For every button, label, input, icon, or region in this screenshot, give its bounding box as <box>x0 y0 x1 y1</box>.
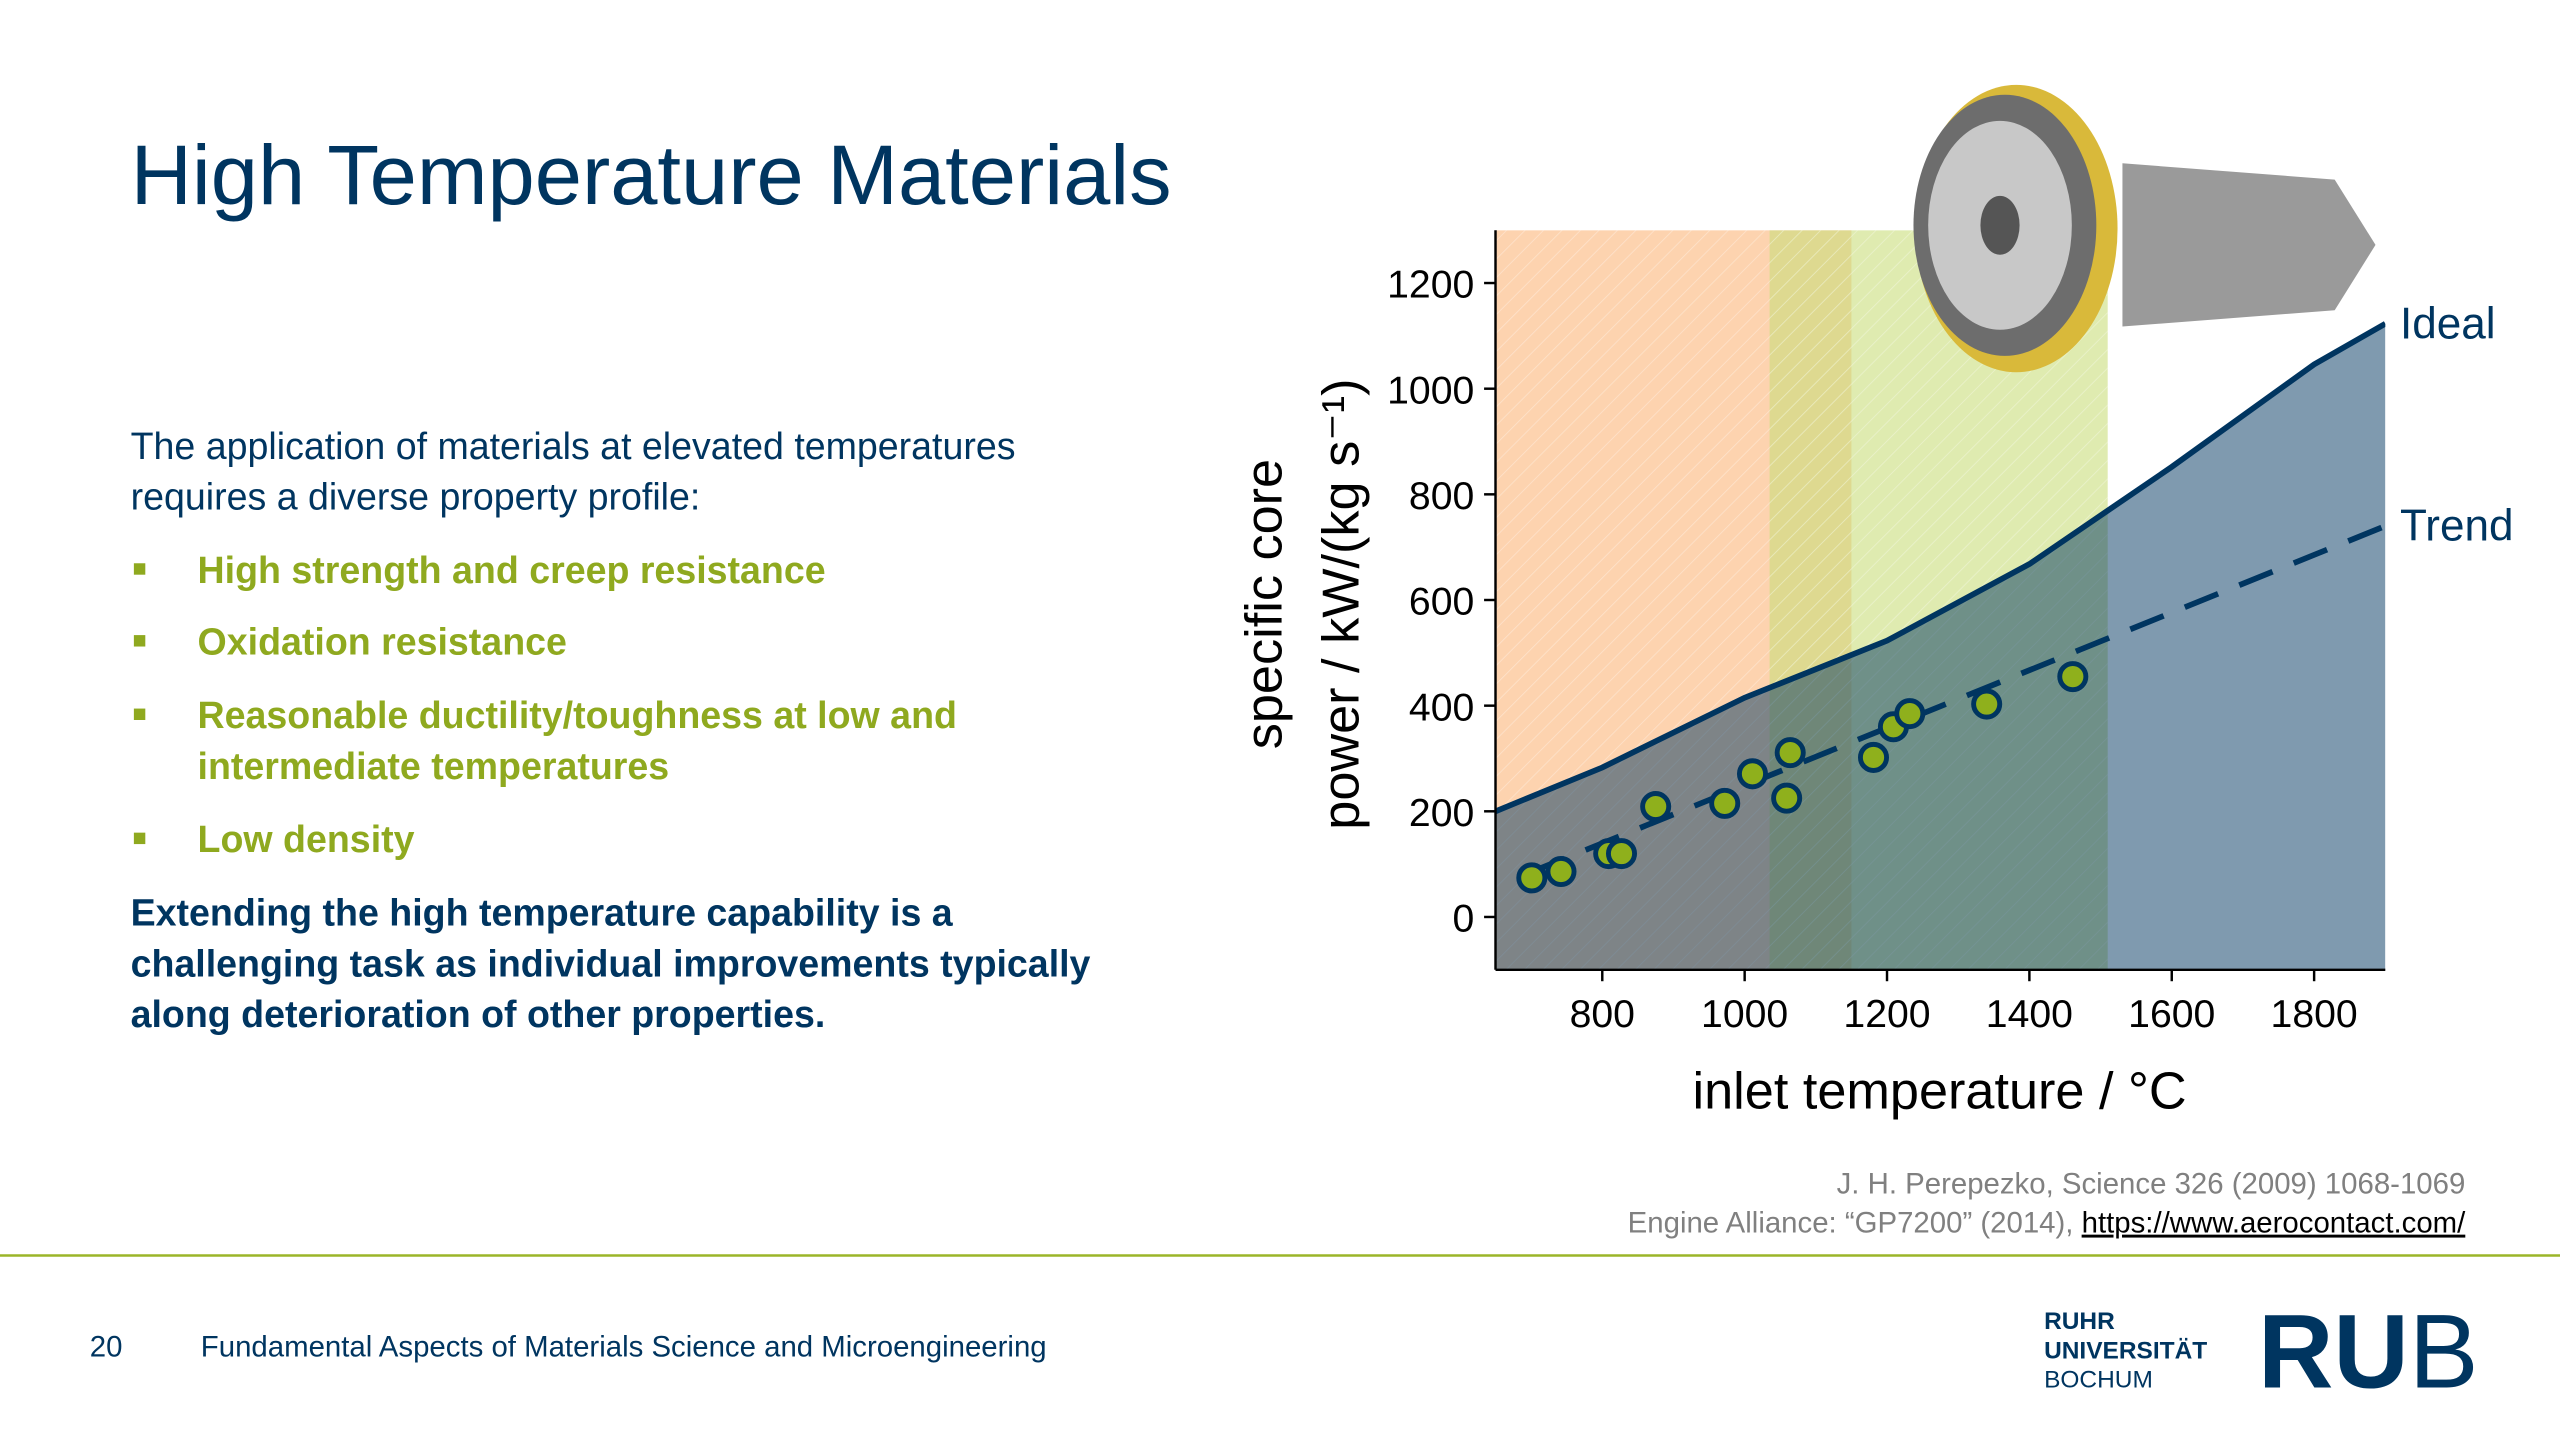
x-tick-label: 1800 <box>2271 993 2358 1036</box>
engine-illustration <box>1913 84 2376 373</box>
x-tick-label: 800 <box>1570 993 1635 1036</box>
x-tick-label: 1400 <box>1986 993 2073 1036</box>
x-tick-label: 1000 <box>1701 993 1788 1036</box>
data-point <box>1894 698 1926 730</box>
logo-text: BOCHUM <box>2044 1367 2153 1394</box>
series-label: Trend <box>2400 502 2514 551</box>
bullet-text: Reasonable ductility/toughness at low an… <box>198 694 957 736</box>
citation: Engine Alliance: “GP7200” (2014), <box>1628 1207 2082 1240</box>
bullet-text: Low density <box>198 818 415 860</box>
page-number: 20 <box>90 1331 123 1364</box>
x-axis-label: inlet temperature / °C <box>1693 1063 2187 1121</box>
data-point <box>1605 838 1638 870</box>
bullet-text: intermediate temperatures <box>198 745 670 787</box>
y-axis-label: power / kW/(kg s⁻¹) <box>1312 378 1370 829</box>
data-point <box>1545 856 1577 888</box>
bullet-text: Oxidation resistance <box>198 621 567 663</box>
logo-text: UNIVERSITÄT <box>2044 1337 2207 1364</box>
conclusion-line: along deterioration of other properties. <box>131 993 826 1035</box>
conclusion-line: Extending the high temperature capabilit… <box>131 892 954 934</box>
curve <box>1495 321 2386 814</box>
series-label: Ideal <box>2400 299 2496 348</box>
bullet-marker <box>133 708 146 720</box>
slide-title: High Temperature Materials <box>131 127 1172 222</box>
bullet-marker <box>133 832 146 845</box>
y-tick-label: 1200 <box>1387 264 1474 307</box>
data-point <box>1736 758 1768 790</box>
logo-mark: B <box>2409 1294 2479 1411</box>
conclusion-line: challenging task as individual improveme… <box>131 942 1091 984</box>
citation-link[interactable]: https://www.aerocontact.com/ <box>2082 1207 2467 1240</box>
data-point <box>1516 862 1548 894</box>
data-point <box>1640 791 1672 823</box>
intro-line: The application of materials at elevated… <box>131 425 1016 467</box>
intro-line: requires a diverse property profile: <box>131 475 701 517</box>
bullet-marker <box>133 563 146 575</box>
y-tick-label: 800 <box>1409 475 1474 518</box>
x-tick-label: 1200 <box>1843 993 1930 1036</box>
bullet-marker <box>133 635 146 647</box>
bullet-text: High strength and creep resistance <box>198 549 826 591</box>
logo-text: RUHR <box>2044 1308 2115 1335</box>
chart: Ideal Trend 0 200 400 600 800 1000 1200 800 1000 12… <box>1236 230 2514 1121</box>
y-tick-label: 1000 <box>1387 369 1474 412</box>
y-tick-label: 0 <box>1452 898 1474 941</box>
data-point <box>1971 688 2003 720</box>
y-tick-label: 400 <box>1409 686 1474 729</box>
logo-mark: RU <box>2258 1294 2409 1411</box>
body-text: The application of materials at elevated… <box>90 425 2479 1411</box>
data-point <box>1709 787 1741 819</box>
x-tick-label: 1600 <box>2128 993 2215 1036</box>
y-axis-label: specific core <box>1236 459 1294 749</box>
course-title: Fundamental Aspects of Materials Science… <box>201 1331 1047 1364</box>
citation: J. H. Perepezko, Science 326 (2009) 1068… <box>1837 1167 2466 1200</box>
curve <box>1530 523 2386 875</box>
data-point <box>1774 737 1806 769</box>
y-tick-label: 600 <box>1409 581 1474 624</box>
y-tick-label: 200 <box>1409 792 1474 835</box>
data-point <box>2057 661 2089 693</box>
data-point <box>1857 741 1890 773</box>
data-point <box>1771 782 1803 814</box>
